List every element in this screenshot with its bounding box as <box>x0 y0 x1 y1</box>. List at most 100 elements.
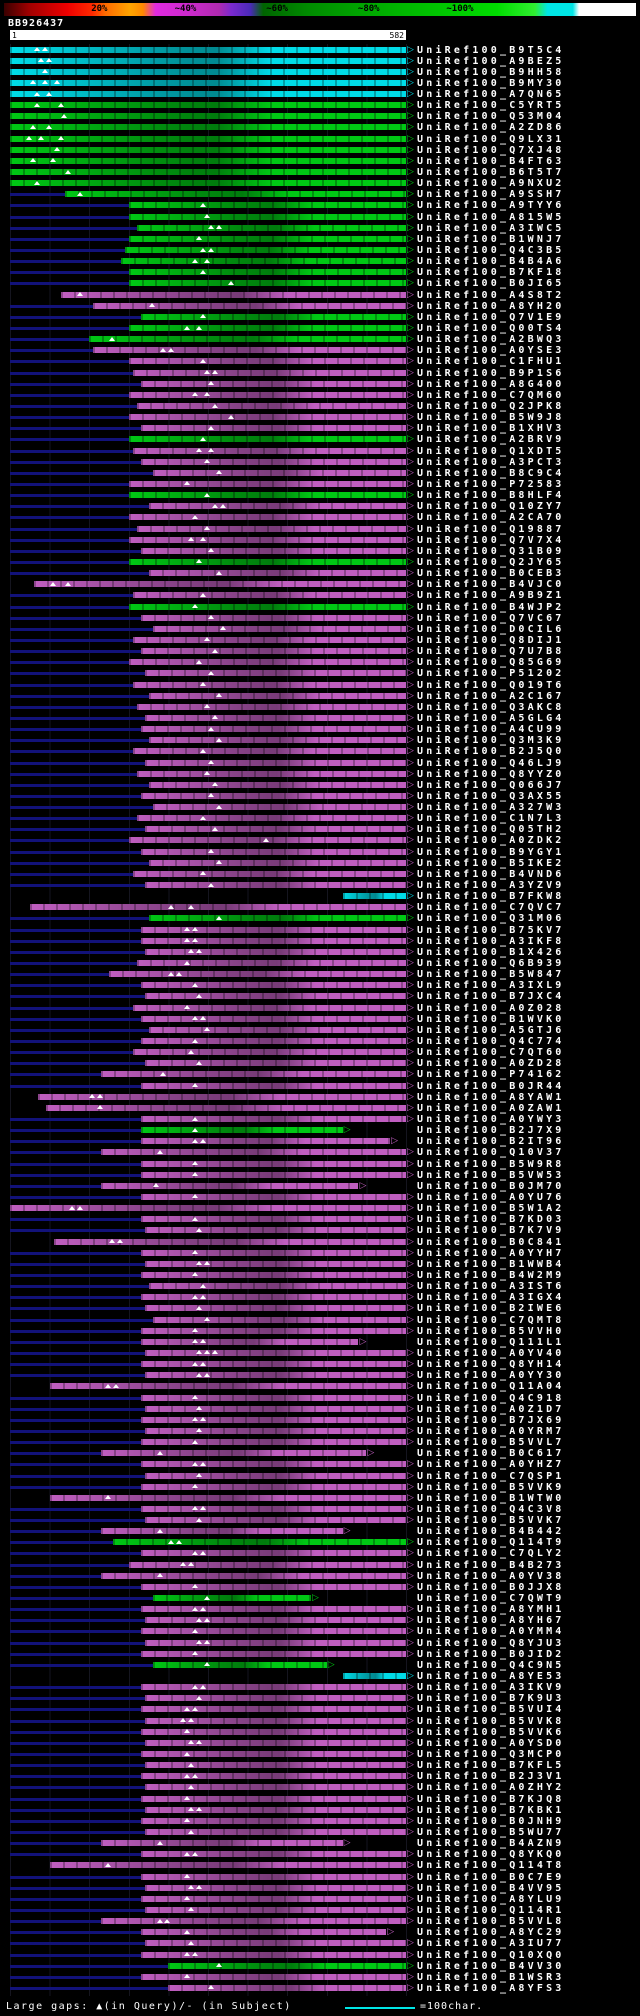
hit-label[interactable]: UniRef100_A0YSD0 <box>417 1737 565 1749</box>
alignment-bar[interactable] <box>140 1015 406 1022</box>
alignment-bar[interactable] <box>342 1673 406 1680</box>
alignment-bar[interactable] <box>152 1595 311 1602</box>
hit-label[interactable]: UniRef100_Q066J7 <box>417 779 565 791</box>
hit-label[interactable]: UniRef100_B1X426 <box>417 946 565 958</box>
alignment-bar[interactable] <box>140 1439 406 1446</box>
hit-label[interactable]: UniRef100_B4VND6 <box>417 868 565 880</box>
alignment-bar[interactable] <box>140 1773 406 1780</box>
alignment-bar[interactable] <box>140 1394 406 1401</box>
hit-label[interactable]: UniRef100_A8YE53 <box>417 1671 565 1683</box>
alignment-bar[interactable] <box>136 815 406 822</box>
hit-label[interactable]: UniRef100_A0Z028 <box>417 1002 565 1014</box>
alignment-bar[interactable] <box>140 1461 406 1468</box>
alignment-bar[interactable] <box>10 79 406 86</box>
hit-label[interactable]: UniRef100_B4VV95 <box>417 1882 565 1894</box>
hit-label[interactable]: UniRef100_A0YV40 <box>417 1347 565 1359</box>
hit-label[interactable]: UniRef100_A3IWC5 <box>417 222 565 234</box>
hit-label[interactable]: UniRef100_Q3MCP0 <box>417 1749 565 1761</box>
alignment-bar[interactable] <box>148 1026 406 1033</box>
hit-label[interactable]: UniRef100_B1WTW0 <box>417 1492 565 1504</box>
alignment-bar[interactable] <box>132 447 406 454</box>
alignment-bar[interactable] <box>10 102 406 109</box>
alignment-bar[interactable] <box>140 1951 406 1958</box>
alignment-bar[interactable] <box>144 1940 406 1947</box>
alignment-bar[interactable] <box>144 759 406 766</box>
alignment-bar[interactable] <box>65 191 406 198</box>
hit-label[interactable]: UniRef100_B4WJP2 <box>417 601 565 613</box>
hit-label[interactable]: UniRef100_Q46LJ9 <box>417 757 565 769</box>
hit-label[interactable]: UniRef100_Q019T6 <box>417 679 565 691</box>
hit-label[interactable]: UniRef100_Q6B939 <box>417 958 565 970</box>
hit-label[interactable]: UniRef100_B1WSR3 <box>417 1971 565 1983</box>
alignment-bar[interactable] <box>144 1739 406 1746</box>
alignment-bar[interactable] <box>112 1539 406 1546</box>
hit-label[interactable]: UniRef100_C7QSP1 <box>417 1470 565 1482</box>
hit-label[interactable]: UniRef100_B9P1S6 <box>417 367 565 379</box>
alignment-bar[interactable] <box>140 1138 391 1145</box>
hit-label[interactable]: UniRef100_A0YY30 <box>417 1370 565 1382</box>
alignment-bar[interactable] <box>128 269 406 276</box>
alignment-bar[interactable] <box>168 1984 406 1991</box>
alignment-bar[interactable] <box>144 948 406 955</box>
alignment-bar[interactable] <box>10 146 406 153</box>
alignment-bar[interactable] <box>132 592 406 599</box>
alignment-bar[interactable] <box>132 636 406 643</box>
hit-label[interactable]: UniRef100_C7QT60 <box>417 1047 565 1059</box>
alignment-bar[interactable] <box>128 436 406 443</box>
alignment-bar[interactable] <box>136 770 406 777</box>
hit-label[interactable]: UniRef100_A815W5 <box>417 211 565 223</box>
alignment-bar[interactable] <box>144 882 406 889</box>
alignment-bar[interactable] <box>140 1038 406 1045</box>
hit-label[interactable]: UniRef100_A0YU76 <box>417 1191 565 1203</box>
hit-label[interactable]: UniRef100_C7QVC7 <box>417 902 565 914</box>
hit-label[interactable]: UniRef100_Q2JPK8 <box>417 401 565 412</box>
alignment-bar[interactable] <box>128 603 406 610</box>
hit-label[interactable]: UniRef100_A9BEZ5 <box>417 55 565 67</box>
hit-label[interactable]: UniRef100_A8YLU9 <box>417 1893 565 1905</box>
hit-label[interactable]: UniRef100_A9B9Z1 <box>417 590 565 602</box>
hit-label[interactable]: UniRef100_B5W9R8 <box>417 1158 565 1170</box>
alignment-bar[interactable] <box>144 1617 406 1624</box>
alignment-bar[interactable] <box>144 1695 406 1702</box>
alignment-bar[interactable] <box>136 960 406 967</box>
hit-label[interactable]: UniRef100_B5W1A2 <box>417 1203 565 1215</box>
alignment-bar[interactable] <box>144 670 406 677</box>
hit-label[interactable]: UniRef100_B4B442 <box>417 1526 565 1538</box>
alignment-bar[interactable] <box>49 1494 406 1501</box>
alignment-bar[interactable] <box>10 169 406 176</box>
alignment-bar[interactable] <box>144 1405 406 1412</box>
hit-label[interactable]: UniRef100_B5VUI4 <box>417 1704 565 1716</box>
alignment-bar[interactable] <box>61 291 406 298</box>
hit-label[interactable]: UniRef100_P72583 <box>417 478 565 490</box>
hit-label[interactable]: UniRef100_Q114T8 <box>417 1860 565 1872</box>
alignment-bar[interactable] <box>148 503 406 510</box>
hit-label[interactable]: UniRef100_A9SSH7 <box>417 189 565 201</box>
hit-label[interactable]: UniRef100_A3IKV9 <box>417 1682 565 1694</box>
hit-label[interactable]: UniRef100_B0C7E9 <box>417 1871 565 1883</box>
hit-label[interactable]: UniRef100_B0C617 <box>417 1448 565 1460</box>
alignment-bar[interactable] <box>140 726 406 733</box>
hit-label[interactable]: UniRef100_B7KFL5 <box>417 1760 565 1772</box>
hit-label[interactable]: UniRef100_A0YYH7 <box>417 1247 565 1259</box>
hit-label[interactable]: UniRef100_A0ZDK2 <box>417 835 565 847</box>
alignment-bar[interactable] <box>144 1372 406 1379</box>
hit-label[interactable]: UniRef100_B5VW53 <box>417 1169 565 1181</box>
hit-label[interactable]: UniRef100_Q4C3V8 <box>417 1503 565 1515</box>
hit-label[interactable]: UniRef100_Q11A04 <box>417 1381 565 1393</box>
hit-label[interactable]: UniRef100_B7KD03 <box>417 1214 565 1226</box>
alignment-bar[interactable] <box>148 915 406 922</box>
hit-label[interactable]: UniRef100_B9HH58 <box>417 66 565 78</box>
alignment-bar[interactable] <box>140 1216 406 1223</box>
hit-label[interactable]: UniRef100_A0ZAW1 <box>417 1102 565 1114</box>
hit-label[interactable]: UniRef100_B7FKW8 <box>417 891 565 903</box>
hit-label[interactable]: UniRef100_B1WWB4 <box>417 1258 565 1270</box>
hit-label[interactable]: UniRef100_A5GTJ6 <box>417 1024 565 1036</box>
hit-label[interactable]: UniRef100_Q7V7X4 <box>417 534 565 546</box>
alignment-bar[interactable] <box>140 1650 406 1657</box>
hit-label[interactable]: UniRef100_Q8DIJ1 <box>417 634 565 646</box>
alignment-bar[interactable] <box>140 458 406 465</box>
hit-label[interactable]: UniRef100_B5VVK7 <box>417 1515 565 1527</box>
hit-label[interactable]: UniRef100_Q4C9N5 <box>417 1659 565 1671</box>
alignment-bar[interactable] <box>144 1784 406 1791</box>
alignment-bar[interactable] <box>140 1817 406 1824</box>
